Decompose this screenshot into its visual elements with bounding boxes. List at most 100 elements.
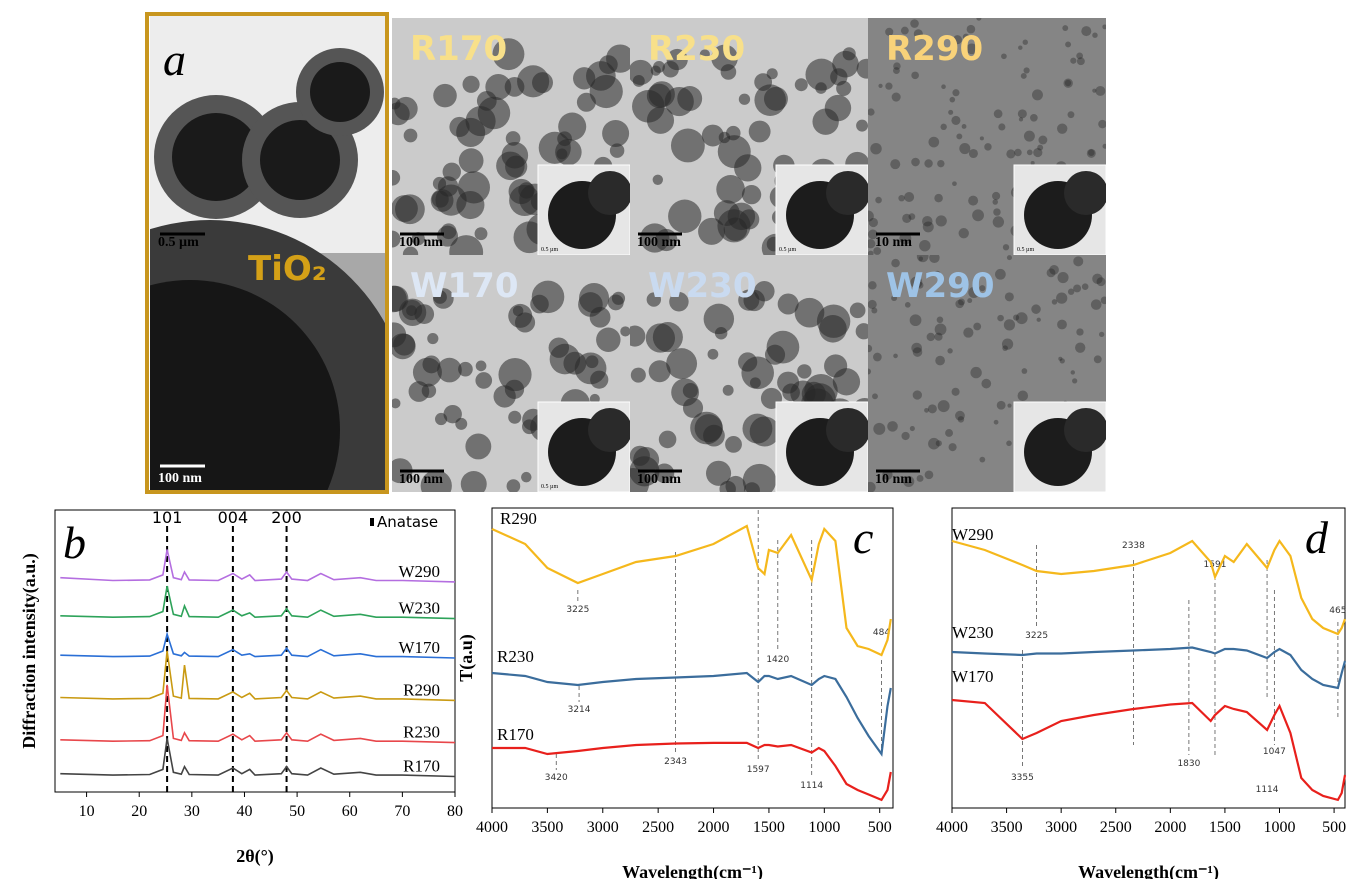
particle [856, 120, 868, 132]
particle [836, 81, 851, 96]
series-line [60, 651, 455, 700]
chart: 4000350030002500200015001000500Wavelengt… [456, 508, 893, 879]
particle [970, 367, 981, 378]
particle [475, 227, 488, 240]
x-axis-title: 2θ(°) [236, 846, 274, 867]
series-line [952, 700, 1345, 800]
particle [764, 87, 788, 111]
particle [602, 120, 629, 147]
particle [913, 347, 923, 357]
particle [1007, 255, 1012, 260]
particle [1070, 58, 1076, 64]
particle [994, 420, 999, 425]
particle [795, 298, 825, 328]
inset-scale-label: 0.5 µm [1017, 247, 1034, 253]
x-tick-label: 70 [394, 803, 410, 820]
series-line [60, 738, 455, 776]
panel-label: a [163, 34, 186, 85]
particle [938, 400, 950, 412]
series-label: R230 [403, 723, 440, 742]
particle [875, 197, 882, 204]
cell-label: R170 [410, 29, 507, 69]
series-line [952, 648, 1345, 689]
annotation-label: 1047 [1263, 747, 1286, 757]
particle [973, 323, 981, 331]
particle [1103, 144, 1108, 149]
particle [992, 192, 1000, 200]
particle [1006, 441, 1012, 447]
particle [1003, 244, 1009, 250]
particle [485, 74, 511, 100]
peak-label: 200 [271, 508, 302, 527]
particle [795, 78, 808, 91]
particle [404, 129, 418, 143]
particle [725, 436, 742, 453]
particle [1087, 149, 1096, 158]
particle [649, 360, 671, 382]
particle [557, 149, 568, 160]
particle [952, 388, 960, 396]
particle [815, 82, 827, 94]
annotation-label: 465 [1329, 606, 1346, 616]
particle [1027, 150, 1033, 156]
scale-label: 100 nm [399, 235, 443, 250]
particle [632, 90, 665, 123]
particle [994, 109, 1003, 118]
particle [945, 429, 953, 437]
particle [456, 118, 485, 147]
particle [998, 123, 1005, 130]
y-axis-title: Diffraction intensity(a.u.) [19, 553, 40, 748]
cell-label: W230 [648, 266, 756, 306]
particle [997, 401, 1006, 410]
particle [475, 372, 492, 389]
particle [924, 159, 932, 167]
particle [1032, 89, 1043, 100]
x-tick-label: 3500 [991, 819, 1023, 836]
x-tick-label: 500 [1322, 819, 1346, 836]
particle [1005, 292, 1014, 301]
series-line [952, 541, 1345, 634]
particle [1098, 120, 1106, 128]
particle [738, 352, 757, 371]
particle [1013, 314, 1019, 320]
panel-label: b [63, 517, 86, 568]
particle [890, 159, 900, 169]
particle [715, 327, 727, 339]
annotation-label: 1597 [747, 765, 770, 775]
particle [812, 108, 838, 134]
particle [937, 316, 944, 323]
series-label: R290 [500, 509, 537, 528]
particle [885, 83, 892, 90]
x-tick-label: 60 [342, 803, 358, 820]
particle [937, 160, 944, 167]
particle [1099, 332, 1104, 337]
particle [742, 185, 761, 204]
particle [968, 196, 978, 206]
particle [1057, 123, 1067, 133]
particle [443, 405, 461, 423]
x-tick-label: 4000 [936, 819, 968, 836]
particle [1082, 283, 1089, 290]
plot-frame [55, 510, 455, 792]
particle [1024, 67, 1030, 73]
particle [463, 76, 480, 93]
particle [1001, 53, 1007, 59]
particle [646, 323, 675, 352]
particle [909, 213, 916, 220]
inset-scale-label: 0.5 µm [541, 484, 558, 490]
series-label: W230 [952, 623, 994, 642]
particle [1062, 25, 1068, 31]
particle [1056, 292, 1067, 303]
particle [612, 292, 625, 305]
y-axis-title: T(a.u) [456, 634, 477, 682]
particle [427, 333, 438, 344]
particle [610, 143, 624, 157]
particle [956, 133, 962, 139]
particle [508, 304, 532, 328]
x-tick-label: 30 [184, 803, 200, 820]
particle [952, 89, 959, 96]
particle [1075, 342, 1085, 352]
particle [517, 65, 549, 97]
particle [708, 349, 719, 360]
